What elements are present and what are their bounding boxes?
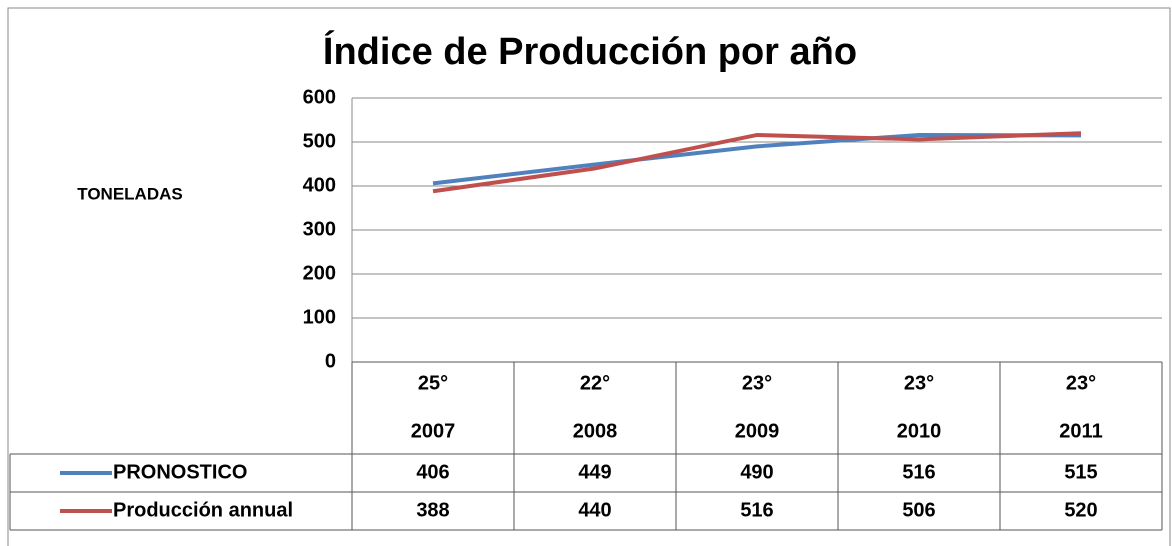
legend-label: Producción annual — [113, 499, 293, 521]
x-tick-label: 22° — [580, 372, 610, 394]
chart-title: Índice de Producción por año — [323, 29, 857, 73]
y-tick-label: 300 — [303, 218, 336, 240]
table-value: 520 — [1064, 499, 1097, 521]
x-tick-label: 2008 — [573, 420, 618, 442]
legend-label: PRONOSTICO — [113, 461, 247, 483]
x-tick-label: 2009 — [735, 420, 780, 442]
table-value: 516 — [740, 499, 773, 521]
y-tick-label: 600 — [303, 86, 336, 108]
table-value: 490 — [740, 461, 773, 483]
x-tick-label: 2011 — [1059, 420, 1102, 442]
x-tick-label: 23° — [904, 372, 934, 394]
y-tick-label: 400 — [303, 174, 336, 196]
series-line — [432, 132, 1082, 186]
y-tick-label: 500 — [303, 130, 336, 152]
x-tick-label: 23° — [742, 372, 772, 394]
x-tick-label: 23° — [1066, 372, 1096, 394]
x-tick-label: 2007 — [411, 420, 456, 442]
y-tick-label: 200 — [303, 262, 336, 284]
x-tick-label: 2010 — [897, 420, 942, 442]
table-value: 449 — [578, 461, 611, 483]
y-tick-label: 0 — [325, 350, 336, 372]
table-value: 515 — [1064, 461, 1097, 483]
table-value: 440 — [578, 499, 611, 521]
y-tick-label: 100 — [303, 306, 336, 328]
table-value: 406 — [416, 461, 449, 483]
table-value: 506 — [902, 499, 935, 521]
chart-frame — [7, 7, 1171, 546]
x-tick-label: 25° — [418, 372, 448, 394]
series-line — [432, 131, 1082, 194]
y-axis-label: TONELADAS — [77, 184, 182, 203]
table-value: 388 — [416, 499, 449, 521]
table-value: 516 — [902, 461, 935, 483]
